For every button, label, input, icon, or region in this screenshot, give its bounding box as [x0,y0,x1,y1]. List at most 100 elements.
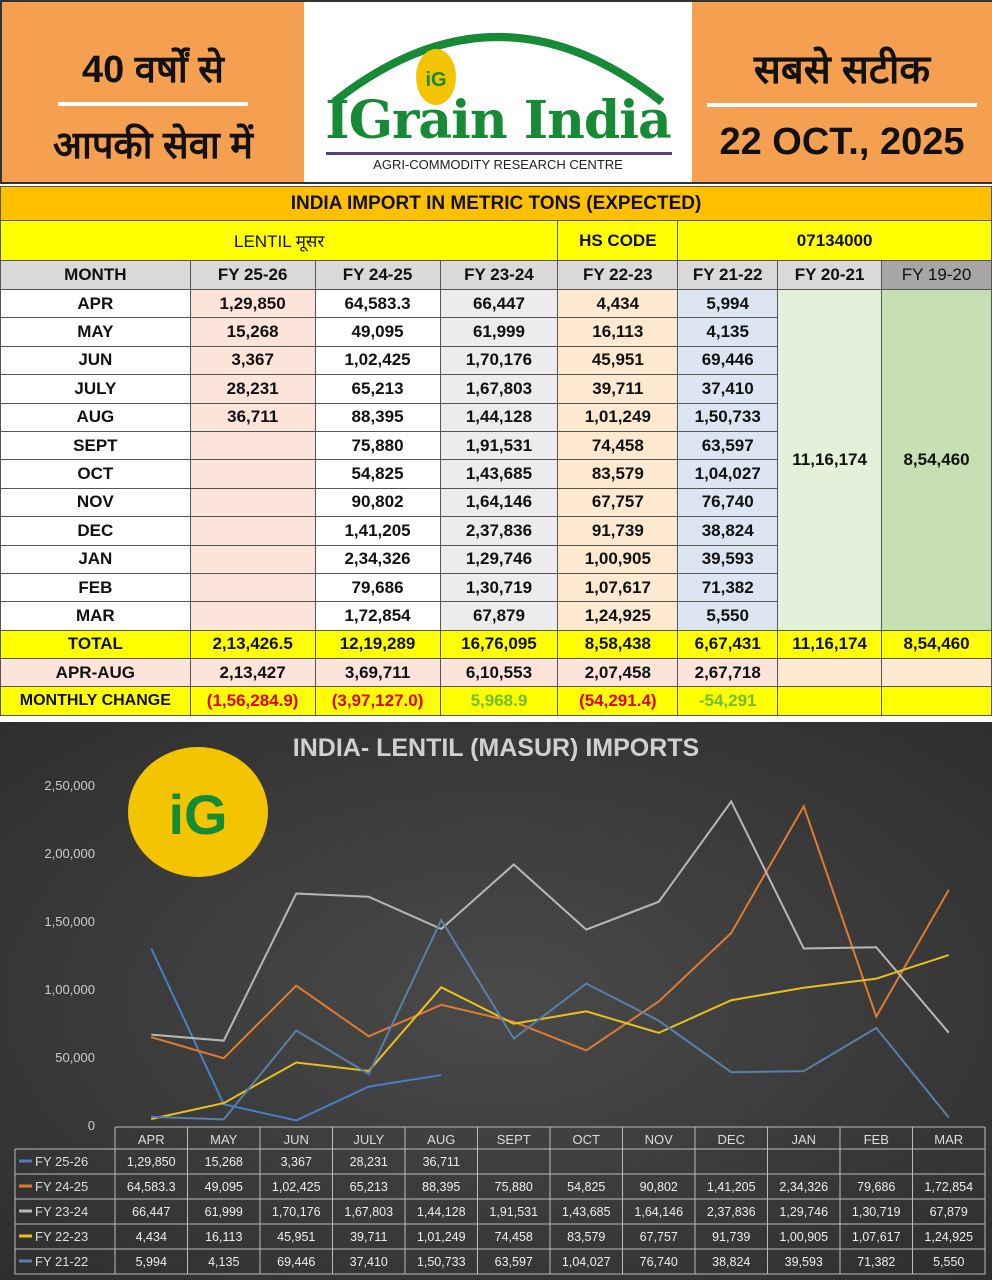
column-header: FY 24-25 [314,260,441,290]
value-cell [189,459,316,489]
row-label: APR-AUG [0,658,191,688]
series-line-fy-21-22 [151,917,950,1121]
value-cell: 3,367 [189,345,316,376]
data-label: 67,879 [930,1205,968,1219]
tagline-right: सबसे सटीक 22 OCT., 2025 [692,2,992,182]
data-label: 88,395 [422,1180,460,1194]
data-label: 66,447 [132,1205,170,1219]
table-row: AUG 36,711 88,395 1,44,128 1,01,249 1,50,733 [0,402,992,432]
tagline-accurate: सबसे सटीक [753,48,931,92]
commodity-label: LENTIL मूसर [0,220,559,261]
value-cell: 3,69,711 [314,658,441,688]
y-tick-label: 1,00,000 [44,982,95,997]
value-cell: 1,64,146 [439,487,559,518]
value-cell: 4,135 [677,317,779,347]
column-header: FY 25-26 [189,260,316,290]
tagline-left: 40 वर्षों से आपकी सेवा में [2,2,304,182]
value-cell: 76,740 [677,487,779,518]
month-cell: MAY [0,317,191,347]
value-cell: 37,410 [677,374,779,404]
legend-label: FY 25-26 [35,1154,88,1169]
chart-title: INDIA- LENTIL (MASUR) IMPORTS [293,734,699,762]
value-cell: 71,382 [677,572,779,603]
data-label: 16,113 [205,1230,242,1244]
x-tick-label: FEB [864,1132,889,1147]
table-row: JAN 2,34,326 1,29,746 1,00,905 39,593 [0,544,992,574]
data-label: 2,34,326 [779,1180,828,1194]
month-cell: AUG [0,402,191,432]
value-cell: 2,13,427 [189,658,316,688]
value-cell: 67,757 [557,487,679,518]
divider [707,103,977,107]
import-table: INDIA IMPORT IN METRIC TONS (EXPECTED) L… [0,186,992,716]
value-cell: 5,968.9 [439,686,559,716]
month-cell: JULY [0,374,191,404]
value-cell: 1,91,531 [439,430,559,461]
legend-label: FY 21-22 [35,1254,88,1269]
value-cell: 67,879 [439,601,559,631]
value-cell [189,430,316,461]
value-cell: (1,56,284.9) [189,686,316,716]
series-line-fy-25-26 [150,947,442,1122]
value-cell: 49,095 [314,317,441,347]
data-label: 1,02,425 [272,1180,321,1194]
value-cell [189,516,316,546]
value-cell [189,572,316,603]
value-cell: 2,13,426.5 [189,629,316,660]
x-tick-label: NOV [645,1132,674,1147]
value-cell: 2,07,458 [557,658,679,688]
row-label: TOTAL [0,629,191,660]
svg-text:iG: iG [425,69,446,91]
series-line-fy-23-24 [151,799,950,1042]
data-label: 67,757 [640,1230,678,1244]
column-header: FY 19-20 [881,260,992,290]
value-cell [189,544,316,574]
data-label: 4,135 [208,1255,239,1269]
y-tick-label: 2,50,000 [44,778,95,793]
value-cell: 16,113 [557,317,679,347]
data-label: 79,686 [857,1180,895,1194]
apr-aug-row: APR-AUG 2,13,427 3,69,711 6,10,553 2,07,458 2… [0,658,992,688]
month-cell: JUN [0,345,191,376]
value-cell: 69,446 [677,345,779,376]
value-cell: 28,231 [189,374,316,404]
value-cell: 91,739 [557,516,679,546]
monthly-change-row: MONTHLY CHANGE (1,56,284.9) (3,97,127.0) 5,… [0,686,992,716]
column-header: MONTH [0,260,191,290]
data-label: 83,579 [567,1230,605,1244]
data-label: 1,24,925 [924,1230,973,1244]
x-tick-label: MAY [210,1132,238,1147]
x-tick-label: JUN [284,1132,309,1147]
data-label: 1,07,617 [852,1230,901,1244]
x-tick-label: JULY [353,1132,384,1147]
data-label: 65,213 [350,1180,388,1194]
data-label: 45,951 [277,1230,315,1244]
table-row: MAR 1,72,854 67,879 1,24,925 5,550 [0,601,992,631]
data-label: 75,880 [495,1180,533,1194]
value-cell: 8,58,438 [557,629,679,660]
x-tick-label: OCT [573,1132,601,1147]
value-cell: 2,67,718 [677,658,779,688]
value-cell: 15,268 [189,317,316,347]
value-cell: 75,880 [314,430,441,461]
column-header-row: MONTH FY 25-26 FY 24-25 FY 23-24 FY 22-23 FY … [0,260,992,290]
annual-total-cell: 11,16,174 [777,289,883,631]
value-cell: 66,447 [439,288,559,319]
month-cell: DEC [0,516,191,546]
report-date: 22 OCT., 2025 [719,121,965,163]
value-cell: (54,291.4) [557,686,679,716]
data-label: 1,29,746 [779,1205,828,1219]
data-label: 61,999 [205,1205,243,1219]
value-cell: 1,00,905 [557,544,679,574]
logo-arc-icon: iG [331,33,665,106]
table-row: OCT 54,825 1,43,685 83,579 1,04,027 [0,459,992,489]
value-cell: 1,43,685 [439,459,559,489]
value-cell: 1,29,850 [189,288,316,319]
table-row: FEB 79,686 1,30,719 1,07,617 71,382 [0,572,992,603]
column-header: FY 23-24 [439,260,559,290]
divider [58,102,248,106]
value-cell: 1,01,249 [557,402,679,432]
data-label: 1,43,685 [562,1205,611,1219]
data-label: 28,231 [350,1155,388,1169]
legend-label: FY 22-23 [35,1229,88,1244]
